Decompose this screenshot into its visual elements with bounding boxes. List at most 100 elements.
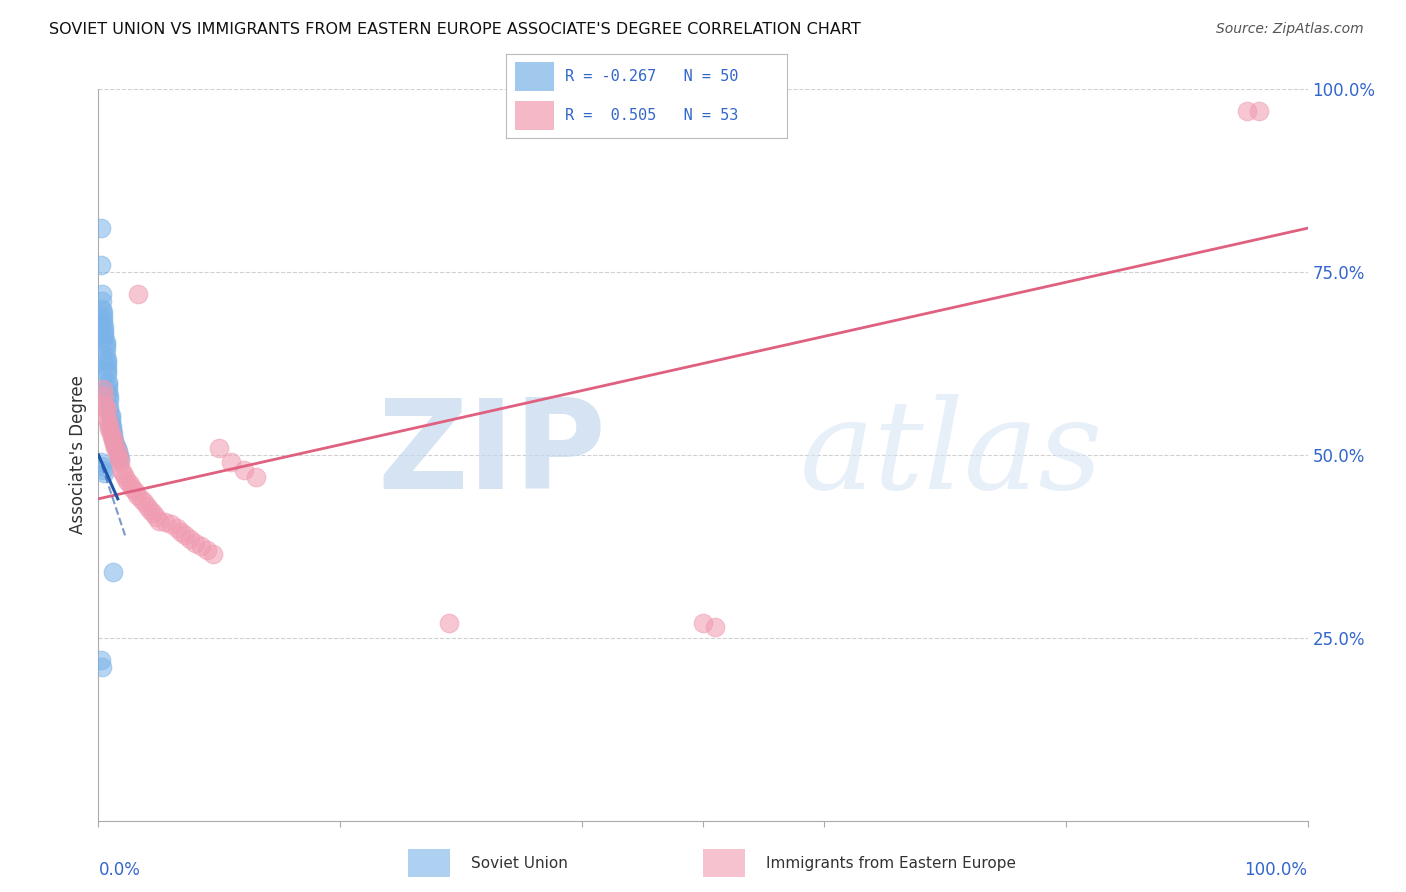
Point (94, 338, 117, 352)
Point (91, 305, 114, 319)
Y-axis label: Associate's Degree: Associate's Degree (69, 376, 87, 534)
Point (98, 418, 121, 433)
Point (100, 425, 122, 440)
Point (100, 418, 122, 433)
Text: Soviet Union: Soviet Union (471, 855, 568, 871)
Text: atlas: atlas (800, 394, 1104, 516)
Point (91, 660, 114, 674)
Point (96, 404, 118, 418)
Text: 100.0%: 100.0% (1244, 861, 1308, 879)
Point (104, 437, 127, 451)
Point (129, 491, 152, 506)
Point (94, 349, 117, 363)
Point (148, 514, 170, 528)
Point (139, 503, 162, 517)
Point (90, 455, 112, 469)
Point (101, 434, 124, 448)
Point (100, 430, 122, 444)
Text: Source: ZipAtlas.com: Source: ZipAtlas.com (1216, 22, 1364, 37)
Point (103, 434, 125, 448)
Point (105, 444, 128, 458)
Point (135, 499, 157, 513)
Point (97, 375, 120, 389)
Point (94, 334, 117, 349)
Text: R = -0.267   N = 50: R = -0.267 N = 50 (565, 69, 738, 84)
Point (692, 616, 714, 631)
Point (190, 539, 212, 553)
Point (134, 495, 156, 509)
Point (174, 528, 197, 542)
Text: 0.0%: 0.0% (98, 861, 141, 879)
FancyBboxPatch shape (703, 849, 745, 877)
FancyBboxPatch shape (515, 101, 554, 130)
Point (91, 294, 114, 309)
Point (93, 324, 115, 338)
Text: R =  0.505   N = 53: R = 0.505 N = 53 (565, 108, 738, 123)
Point (101, 430, 124, 444)
Point (100, 415, 122, 429)
Point (100, 422, 122, 436)
Point (169, 524, 191, 539)
Point (1236, 104, 1258, 119)
Point (127, 488, 149, 502)
FancyBboxPatch shape (515, 62, 554, 91)
Point (184, 535, 207, 549)
Point (90, 221, 112, 235)
Point (97, 378, 120, 392)
Point (98, 389, 121, 403)
Point (91, 301, 114, 316)
Point (232, 462, 254, 476)
Point (105, 441, 128, 455)
Point (127, 287, 149, 301)
Point (98, 404, 121, 418)
Point (108, 451, 131, 466)
Point (245, 470, 267, 484)
Point (110, 462, 132, 476)
Point (96, 368, 118, 382)
Point (91, 382, 114, 396)
Point (124, 484, 146, 499)
Point (96, 364, 118, 378)
Point (91, 316, 114, 330)
Point (91, 458, 114, 473)
Point (195, 543, 218, 558)
Point (108, 451, 131, 466)
Point (101, 425, 124, 440)
Point (114, 470, 136, 484)
Point (108, 448, 131, 462)
Point (96, 352, 118, 367)
Point (153, 515, 176, 529)
Point (91, 312, 114, 326)
Point (97, 382, 120, 396)
Point (221, 455, 243, 469)
Point (103, 437, 125, 451)
Point (98, 422, 121, 436)
Point (90, 653, 112, 667)
Point (166, 521, 188, 535)
Point (208, 441, 231, 455)
Point (104, 441, 127, 455)
Point (93, 327, 115, 342)
Point (98, 401, 121, 415)
Point (93, 389, 115, 403)
Point (121, 481, 143, 495)
Point (107, 448, 129, 462)
Point (160, 517, 183, 532)
Text: Immigrants from Eastern Europe: Immigrants from Eastern Europe (766, 855, 1017, 871)
Point (96, 356, 118, 371)
Point (202, 547, 225, 561)
Point (93, 331, 115, 345)
Point (179, 532, 201, 546)
Point (91, 287, 114, 301)
FancyBboxPatch shape (408, 849, 450, 877)
Point (98, 393, 121, 408)
Point (93, 320, 115, 334)
Point (117, 474, 139, 488)
Point (145, 510, 167, 524)
Point (97, 385, 120, 400)
Point (94, 401, 117, 415)
Point (96, 360, 118, 375)
Point (1249, 104, 1271, 119)
Point (111, 466, 134, 480)
Point (94, 342, 117, 356)
